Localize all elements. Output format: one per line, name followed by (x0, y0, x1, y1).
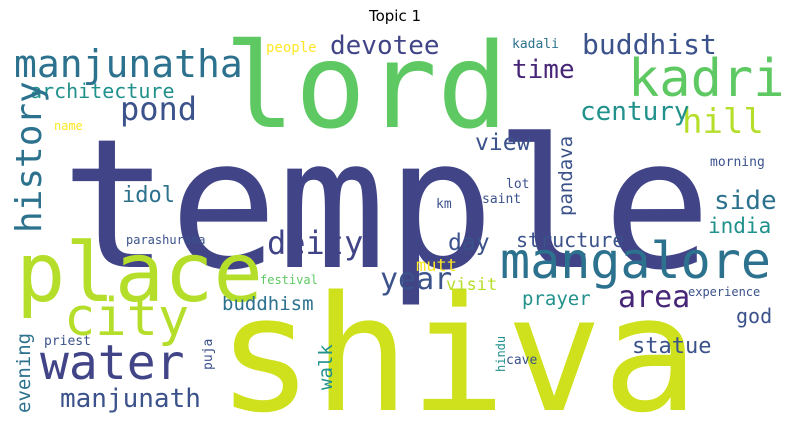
word-idol: idol (122, 183, 175, 208)
word-day: day (448, 230, 490, 256)
word-km: km (436, 197, 452, 212)
word-saint: saint (482, 192, 522, 207)
word-visit: visit (446, 275, 498, 295)
word-prayer: prayer (522, 288, 591, 310)
word-water: water (40, 335, 185, 391)
word-hill: hill (682, 102, 764, 142)
word-temple: temple (61, 101, 712, 310)
word-architecture: architecture (30, 79, 175, 103)
word-view: view (475, 130, 531, 156)
word-buddhism: buddhism (222, 293, 314, 315)
word-people: people (266, 40, 317, 56)
chart-title: Topic 1 (368, 7, 422, 25)
word-lot: lot (506, 177, 530, 192)
word-cave: cave (506, 353, 538, 368)
word-year: year (380, 262, 453, 297)
word-time: time (512, 55, 575, 85)
word-experience: experience (688, 285, 761, 299)
word-parashurama: parashurama (126, 233, 206, 247)
word-walk: walk (315, 344, 337, 390)
word-evening: evening (13, 332, 35, 413)
word-deity: deity (267, 224, 364, 262)
word-priest: priest (44, 334, 91, 349)
word-lord: lord (224, 33, 509, 155)
word-morning: morning (710, 155, 765, 170)
word-manjunatha: manjunatha (14, 42, 243, 86)
word-place: place (16, 226, 263, 321)
word-pond: pond (120, 90, 198, 128)
word-structure: structure (516, 228, 625, 252)
word-hindu: hindu (494, 335, 508, 372)
word-kadali: kadali (512, 37, 559, 52)
word-mangalore: mangalore (500, 232, 771, 290)
word-history: history (12, 81, 50, 233)
word-manjunath: manjunath (60, 384, 201, 414)
word-side: side (714, 186, 777, 216)
word-festival: festival (260, 273, 318, 287)
word-name: name (54, 119, 83, 133)
word-century: century (580, 97, 690, 127)
word-area: area (618, 280, 691, 315)
word-buddhist: buddhist (582, 33, 717, 61)
word-kadri: kadri (628, 49, 784, 109)
word-puja: puja (201, 338, 216, 370)
word-india: india (708, 214, 772, 238)
word-mutt: mutt (416, 256, 457, 276)
word-pandava: pandava (555, 135, 577, 216)
word-shiva: shiva (217, 261, 699, 420)
word-cloud: temple shiva lord place mangalore kadri … (12, 33, 784, 419)
word-devotee: devotee (330, 33, 440, 61)
word-statue: statue (632, 334, 712, 359)
word-god: god (736, 304, 773, 328)
word-city: city (64, 288, 190, 348)
